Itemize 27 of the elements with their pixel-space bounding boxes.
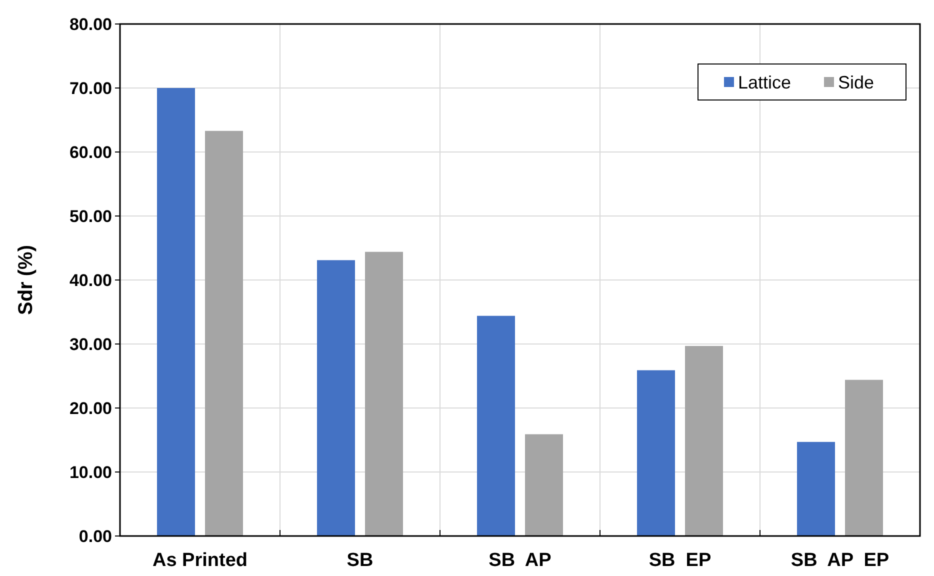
y-axis-title: Sdr (%) <box>15 245 37 315</box>
bar <box>685 346 723 536</box>
bar <box>797 442 835 536</box>
y-tick-label: 70.00 <box>69 78 112 98</box>
y-tick-label: 20.00 <box>69 398 112 418</box>
bar <box>845 380 883 536</box>
y-tick-label: 10.00 <box>69 462 112 482</box>
bar <box>205 130 243 536</box>
x-tick-label: SB AP EP <box>790 550 890 571</box>
x-tick-label: As Printed <box>152 550 248 571</box>
bar <box>365 252 403 536</box>
bar <box>637 370 675 536</box>
bar <box>477 316 515 536</box>
x-tick-label: SB <box>346 550 374 571</box>
x-tick-label: SB AP <box>488 550 552 571</box>
y-tick-label: 80.00 <box>69 14 112 34</box>
x-tick-label: SB EP <box>648 550 712 571</box>
y-tick-label: 60.00 <box>69 142 112 162</box>
legend-label: Lattice <box>738 72 792 92</box>
bar <box>317 260 355 536</box>
y-tick-label: 30.00 <box>69 334 112 354</box>
y-tick-label: 40.00 <box>69 270 112 290</box>
y-tick-label: 50.00 <box>69 206 112 226</box>
bar <box>525 434 563 536</box>
bar <box>157 88 195 536</box>
y-tick-label: 0.00 <box>78 526 112 546</box>
legend-label: Side <box>838 72 874 92</box>
